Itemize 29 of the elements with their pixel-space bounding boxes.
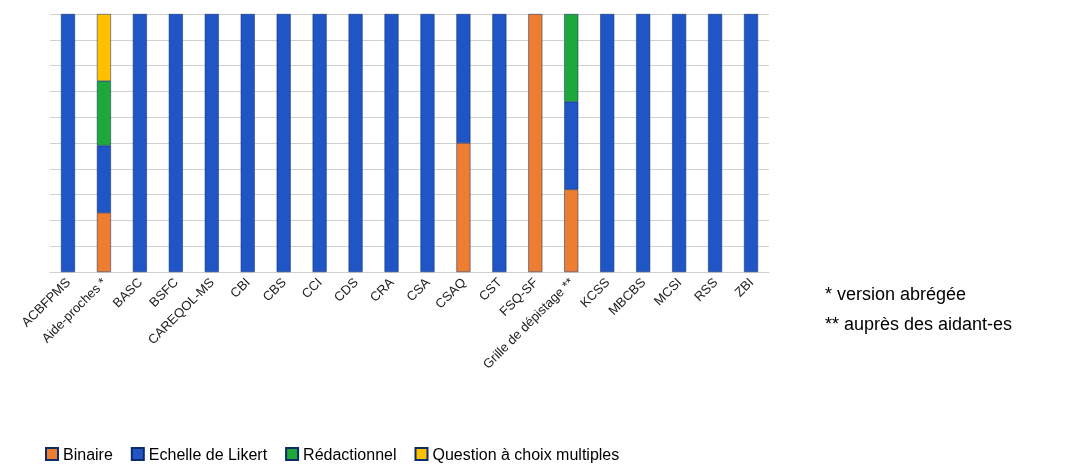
bar [600, 14, 615, 272]
bar [276, 14, 291, 272]
legend-label: Question à choix multiples [432, 445, 620, 463]
legend-label: Rédactionnel [303, 445, 397, 463]
bar [204, 14, 219, 272]
bar [636, 14, 651, 272]
bar [240, 14, 255, 272]
x-tick-label: CBI [227, 274, 254, 301]
bar [312, 14, 327, 272]
bar [528, 14, 543, 272]
text: * version abrégée [825, 284, 967, 304]
x-tick-label: CBS [259, 274, 290, 305]
bar [744, 14, 759, 272]
x-tick-label: ZBI [731, 274, 757, 300]
text: ** auprès des aidant-es [825, 314, 1013, 334]
bar [420, 14, 435, 272]
bar [492, 14, 507, 272]
legend-label: Binaire [63, 445, 113, 463]
x-tick-label: CSA [403, 274, 434, 305]
bar [168, 14, 183, 272]
legend-label: Echelle de Likert [148, 445, 268, 463]
bar [384, 14, 399, 272]
bar [60, 14, 75, 272]
bar [672, 14, 687, 272]
x-tick-label: CRA [366, 274, 398, 305]
bar [708, 14, 723, 272]
bar [348, 14, 363, 272]
x-tick-label: CCI [298, 274, 325, 302]
bar [132, 14, 147, 272]
